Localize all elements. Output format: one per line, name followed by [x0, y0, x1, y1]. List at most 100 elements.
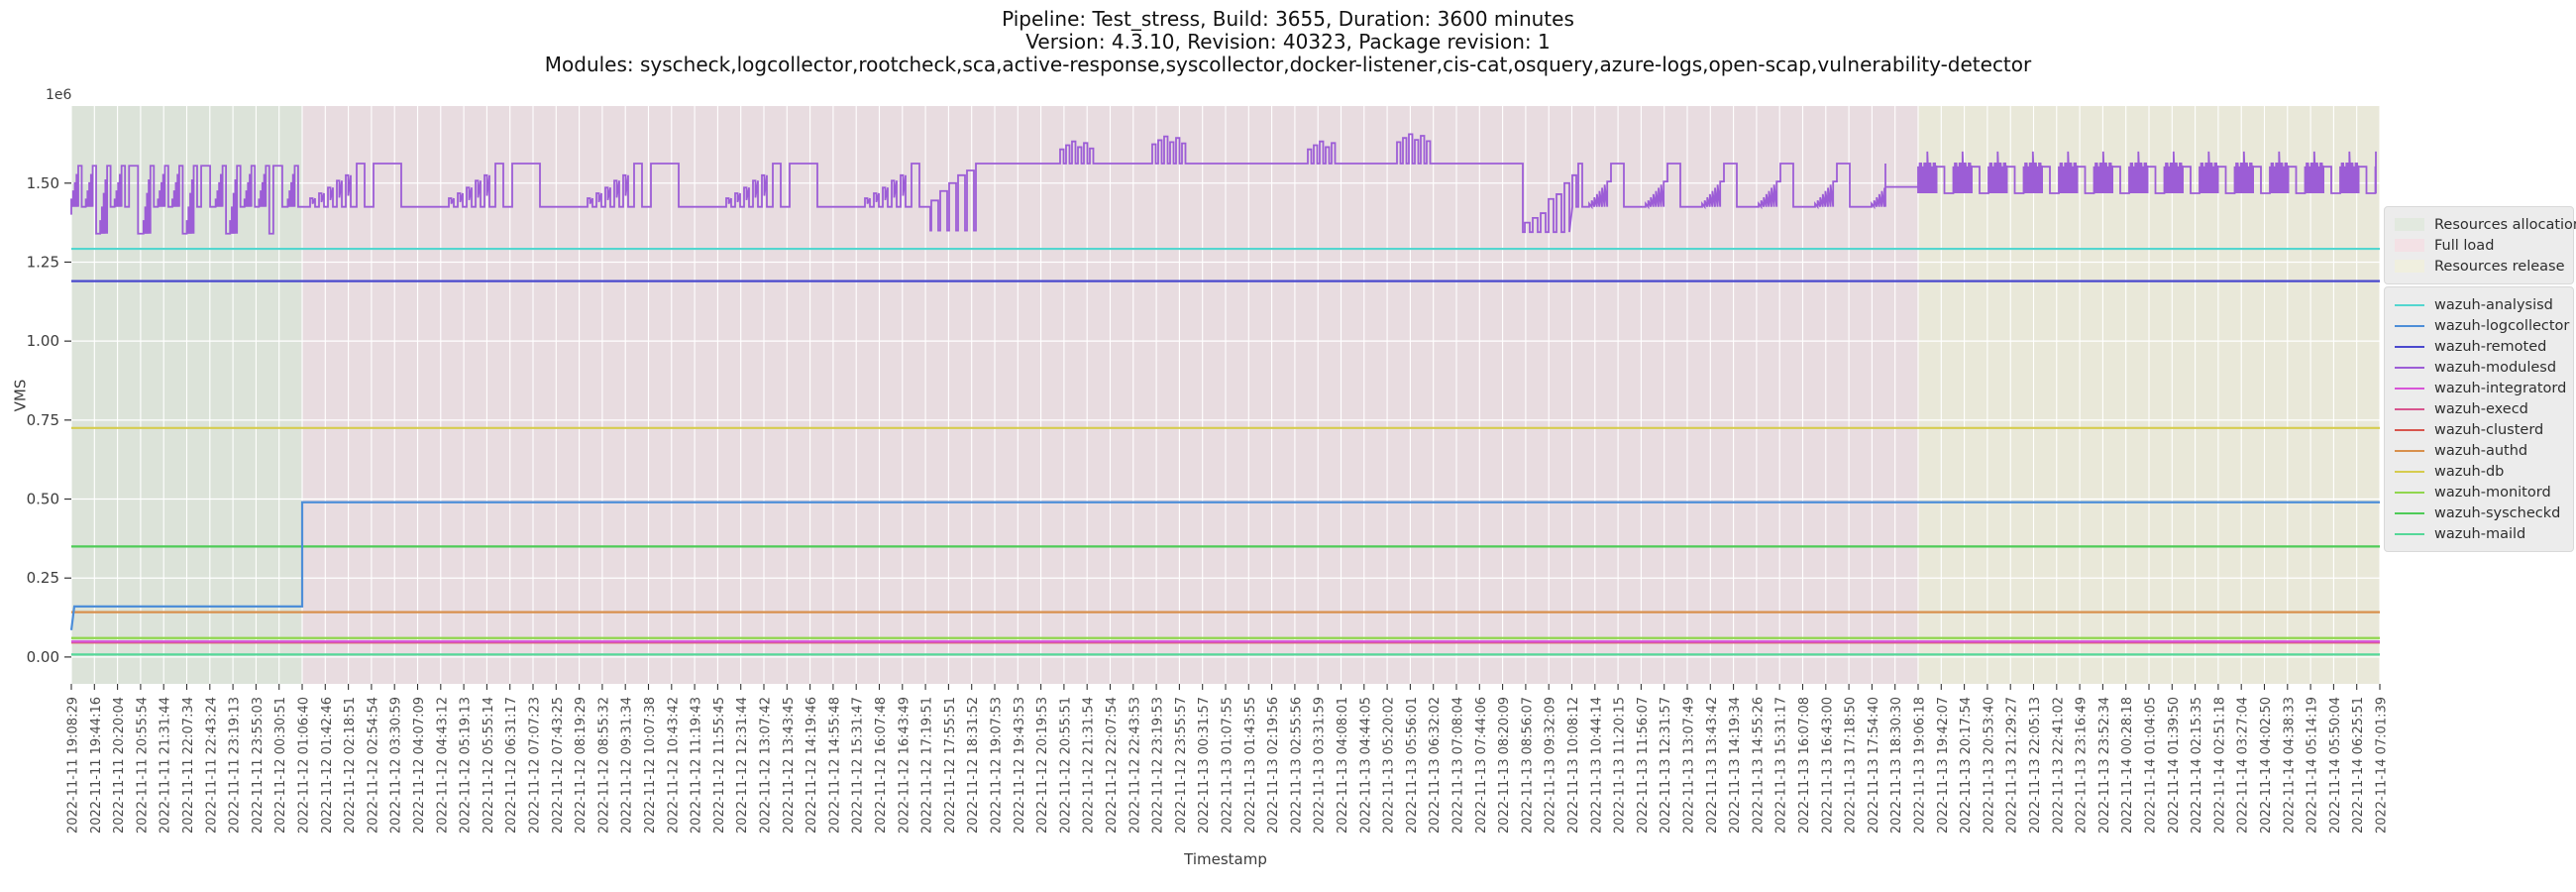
x-tick-label: 2022-11-12 10:43:42 [666, 697, 681, 834]
y-tick-label: 0.50 [27, 491, 59, 508]
legend-regions: Resources allocation Full load Resources r… [2384, 206, 2576, 284]
x-tick-label: 2022-11-11 19:08:29 [66, 697, 81, 834]
x-tick-label: 2022-11-12 19:07:53 [990, 697, 1005, 834]
x-tick-label: 2022-11-11 19:44:16 [89, 697, 104, 834]
legend-item-wazuh-integratord: wazuh-integratord [2395, 378, 2566, 398]
legend-line-swatch [2395, 532, 2424, 535]
title-line-2: Version: 4.3.10, Revision: 40323, Packag… [1025, 30, 1551, 54]
legend-item-label: wazuh-execd [2434, 400, 2528, 417]
x-tick-label: 2022-11-12 21:31:54 [1082, 697, 1097, 834]
x-tick-label: 2022-11-12 00:30:51 [273, 697, 288, 834]
y-tick-label: 1.50 [27, 174, 59, 192]
legend-item-wazuh-analysisd: wazuh-analysisd [2395, 294, 2561, 315]
x-axis-label: Timestamp [1184, 850, 1267, 868]
x-tick-label: 2022-11-13 22:41:02 [2051, 697, 2066, 834]
y-tick-label: 1.00 [27, 332, 59, 350]
x-tick-label: 2022-11-14 01:04:05 [2144, 697, 2159, 834]
x-tick-label: 2022-11-13 09:32:09 [1544, 697, 1558, 834]
legend-item-wazuh-clusterd: wazuh-clusterd [2395, 419, 2561, 440]
legend-item-label: Resources allocation [2434, 216, 2576, 233]
x-tick-label: 2022-11-14 03:27:04 [2236, 697, 2251, 834]
y-axis-multiplier: 1e6 [46, 87, 72, 103]
legend-item-label: wazuh-syscheckd [2434, 504, 2561, 521]
title-line-1: Pipeline: Test_stress, Build: 3655, Dura… [1002, 7, 1574, 31]
x-tick-label: 2022-11-12 07:43:25 [551, 697, 566, 834]
x-tick-label: 2022-11-13 04:08:01 [1336, 697, 1350, 834]
x-tick-label: 2022-11-12 08:55:32 [596, 697, 611, 834]
legend-patch-swatch [2395, 260, 2424, 273]
x-tick-label: 2022-11-13 18:30:30 [1889, 697, 1904, 834]
legend-item-wazuh-remoted: wazuh-remoted [2395, 336, 2561, 357]
x-tick-label: 2022-11-12 22:07:54 [1105, 697, 1120, 834]
x-tick-label: 2022-11-12 16:07:48 [874, 697, 889, 834]
x-tick-label: 2022-11-14 01:39:50 [2167, 697, 2182, 834]
x-tick-label: 2022-11-12 18:31:52 [966, 697, 981, 834]
x-tick-label: 2022-11-13 08:20:09 [1497, 697, 1512, 834]
x-tick-label: 2022-11-13 16:07:08 [1797, 697, 1812, 834]
series-lines [69, 133, 2380, 656]
x-tick-label: 2022-11-13 11:20:15 [1613, 697, 1628, 834]
legend-item-label: wazuh-monitord [2434, 484, 2551, 501]
x-tick-label: 2022-11-13 13:43:42 [1705, 697, 1720, 834]
x-tick-label: 2022-11-12 09:31:34 [620, 697, 635, 834]
x-tick-label: 2022-11-14 07:01:39 [2375, 697, 2390, 834]
legend-item-wazuh-logcollector: wazuh-logcollector [2395, 315, 2569, 336]
x-tick-label: 2022-11-11 20:55:54 [135, 697, 150, 834]
x-tick-label: 2022-11-12 23:19:53 [1151, 697, 1166, 834]
x-tick-label: 2022-11-11 22:43:24 [204, 697, 219, 834]
legend-item-label: wazuh-db [2434, 463, 2505, 480]
legend-item-label: wazuh-remoted [2434, 338, 2547, 355]
x-tick-label: 2022-11-13 21:29:27 [2005, 697, 2020, 834]
x-tick-label: 2022-11-13 08:56:07 [1520, 697, 1535, 834]
legend-item-label: Full load [2434, 237, 2495, 254]
legend-line-swatch [2395, 407, 2424, 410]
x-tick-label: 2022-11-14 05:50:04 [2328, 697, 2343, 834]
title-line-3: Modules: syscheck,logcollector,rootcheck… [544, 53, 2032, 76]
x-tick-label: 2022-11-13 02:55:56 [1289, 697, 1304, 834]
x-tick-label: 2022-11-12 12:31:44 [735, 697, 750, 834]
legend-line-swatch [2395, 470, 2424, 473]
x-tick-label: 2022-11-12 22:43:53 [1127, 697, 1142, 834]
legend-item-wazuh-syscheckd: wazuh-syscheckd [2395, 502, 2561, 523]
x-tick-label: 2022-11-13 07:44:06 [1474, 697, 1489, 834]
legend-item-label: Resources release [2434, 258, 2565, 275]
x-tick-label: 2022-11-13 23:52:34 [2097, 697, 2112, 834]
legend-item-resources-release: Resources release [2395, 256, 2565, 277]
x-tick-label: 2022-11-14 06:25:51 [2351, 697, 2366, 834]
x-tick-label: 2022-11-12 02:18:51 [343, 697, 358, 834]
legend-line-swatch [2395, 491, 2424, 494]
x-tick-label: 2022-11-12 11:55:45 [712, 697, 727, 834]
x-tick-label: 2022-11-13 01:07:55 [1221, 697, 1235, 834]
x-tick-label: 2022-11-12 20:19:53 [1035, 697, 1050, 834]
axis-ticks: 0.00 0.25 0.50 0.75 1.00 1.25 1.50 2022-11-11 1… [27, 174, 2390, 834]
x-tick-label: 2022-11-12 04:07:09 [412, 697, 427, 834]
x-tick-label: 2022-11-14 05:14:19 [2306, 697, 2320, 834]
legend-item-wazuh-maild: wazuh-maild [2395, 523, 2561, 544]
x-tick-label: 2022-11-13 20:53:40 [1982, 697, 1996, 834]
legend-item-resources-allocation: Resources allocation [2395, 214, 2576, 235]
legend-line-swatch [2395, 324, 2424, 327]
x-tick-label: 2022-11-13 11:56:07 [1636, 697, 1651, 834]
legend-item-label: wazuh-logcollector [2434, 317, 2570, 334]
series-line-wazuh-logcollector [69, 501, 2380, 630]
x-tick-label: 2022-11-13 05:20:02 [1382, 697, 1397, 834]
x-tick-label: 2022-11-12 05:55:14 [482, 697, 496, 834]
x-tick-label: 2022-11-13 10:08:12 [1566, 697, 1581, 834]
legend-line-swatch [2395, 345, 2424, 348]
x-tick-label: 2022-11-11 22:07:34 [181, 697, 196, 834]
x-tick-label: 2022-11-12 17:55:51 [943, 697, 958, 834]
legend-line-swatch [2395, 387, 2424, 390]
gridlines [70, 106, 2381, 684]
legend-item-label: wazuh-authd [2434, 442, 2528, 459]
x-tick-label: 2022-11-13 22:05:13 [2028, 697, 2043, 834]
x-tick-label: 2022-11-13 13:07:49 [1682, 697, 1697, 834]
x-tick-label: 2022-11-13 17:54:40 [1867, 697, 1881, 834]
legend-item-label: wazuh-maild [2434, 525, 2526, 542]
x-tick-label: 2022-11-12 20:55:51 [1058, 697, 1073, 834]
x-tick-label: 2022-11-13 16:43:00 [1820, 697, 1835, 834]
x-tick-label: 2022-11-14 04:38:33 [2282, 697, 2297, 834]
legend-item-label: wazuh-modulesd [2434, 359, 2557, 376]
x-tick-label: 2022-11-12 01:42:46 [320, 697, 335, 834]
x-tick-label: 2022-11-13 01:43:55 [1243, 697, 1258, 834]
